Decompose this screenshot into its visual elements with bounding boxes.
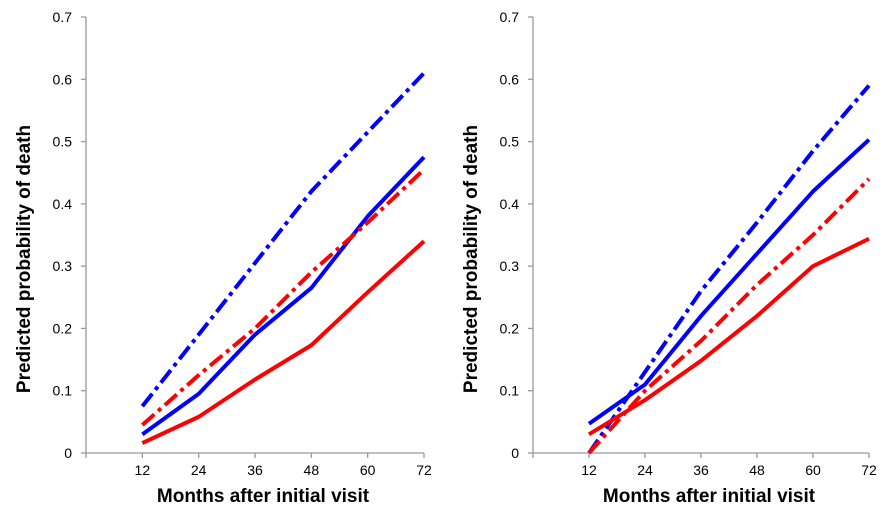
y-tick-label: 0.5 — [500, 134, 520, 150]
y-tick-label: 0.6 — [500, 71, 520, 87]
series-line-3 — [141, 168, 426, 427]
y-axis-title: Predicted probability of death — [461, 125, 482, 393]
y-tick-label: 0.2 — [53, 320, 73, 336]
series-line-4 — [587, 236, 870, 437]
y-tick-label: 0 — [511, 445, 519, 461]
series-line-2 — [141, 155, 426, 436]
x-tick-label: 12 — [581, 462, 597, 478]
series-line-1 — [140, 71, 426, 408]
y-tick-label: 0.2 — [500, 320, 520, 336]
x-tick-label: 48 — [749, 462, 765, 478]
y-tick-label: 0.1 — [53, 383, 73, 399]
x-tick-label: 12 — [135, 462, 151, 478]
series-line-2 — [587, 138, 871, 426]
chart-panel-1: 0 0.1 0.2 0.3 0.4 0.5 0.6 0.7 12 24 36 48 60 72 Months… — [14, 9, 432, 507]
chart-panel-2: 0 0.1 0.2 0.3 0.4 0.5 0.6 0.7 12 24 36 48 60 72 Months… — [461, 9, 877, 507]
y-axis-title: Predicted probability of death — [14, 125, 35, 393]
x-tick-label: 60 — [360, 462, 376, 478]
x-tick-label: 60 — [805, 462, 821, 478]
series-line-4 — [141, 239, 426, 445]
series-line-1 — [587, 84, 871, 455]
y-tick-label: 0.7 — [53, 9, 73, 25]
x-tick-label: 24 — [191, 462, 207, 478]
y-tick-label: 0.3 — [53, 258, 73, 274]
y-tick-label: 0.4 — [53, 196, 73, 212]
y-tick-label: 0.1 — [500, 383, 520, 399]
y-tick-label: 0.6 — [53, 71, 73, 87]
x-tick-label: 36 — [693, 462, 709, 478]
x-tick-label: 36 — [247, 462, 263, 478]
x-tick-label: 72 — [861, 462, 877, 478]
y-tick-label: 0.5 — [53, 134, 73, 150]
series-line-3 — [587, 177, 871, 455]
y-tick-label: 0 — [64, 445, 72, 461]
y-tick-label: 0.3 — [500, 258, 520, 274]
x-tick-label: 48 — [304, 462, 320, 478]
x-axis-title: Months after initial visit — [603, 486, 816, 507]
x-axis-title: Months after initial visit — [157, 486, 370, 507]
x-tick-label: 72 — [416, 462, 432, 478]
y-tick-label: 0.4 — [500, 196, 520, 212]
x-tick-label: 24 — [637, 462, 653, 478]
y-tick-label: 0.7 — [500, 9, 520, 25]
